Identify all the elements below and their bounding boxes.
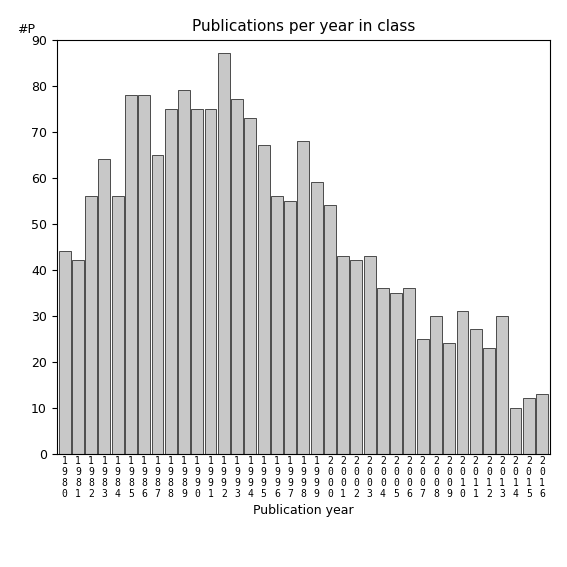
Bar bbox=[536, 394, 548, 454]
Bar bbox=[244, 118, 256, 454]
Bar bbox=[165, 109, 177, 454]
Bar bbox=[404, 288, 416, 454]
Bar bbox=[59, 251, 71, 454]
Bar bbox=[377, 288, 389, 454]
X-axis label: Publication year: Publication year bbox=[253, 504, 354, 517]
Bar bbox=[138, 95, 150, 454]
Bar bbox=[443, 343, 455, 454]
Text: #P: #P bbox=[17, 23, 35, 36]
Bar bbox=[99, 159, 111, 454]
Title: Publications per year in class: Publications per year in class bbox=[192, 19, 415, 35]
Bar bbox=[257, 146, 269, 454]
Bar bbox=[218, 53, 230, 454]
Bar bbox=[231, 99, 243, 454]
Bar bbox=[191, 109, 203, 454]
Bar bbox=[324, 205, 336, 454]
Bar bbox=[85, 196, 97, 454]
Bar bbox=[284, 201, 296, 454]
Bar bbox=[72, 260, 84, 454]
Bar bbox=[271, 196, 283, 454]
Bar bbox=[112, 196, 124, 454]
Bar bbox=[350, 260, 362, 454]
Bar bbox=[523, 399, 535, 454]
Bar bbox=[470, 329, 482, 454]
Bar bbox=[483, 348, 495, 454]
Bar bbox=[496, 316, 508, 454]
Bar bbox=[510, 408, 522, 454]
Bar bbox=[205, 109, 217, 454]
Bar bbox=[337, 256, 349, 454]
Bar bbox=[125, 95, 137, 454]
Bar bbox=[390, 293, 402, 454]
Bar bbox=[363, 256, 375, 454]
Bar bbox=[311, 182, 323, 454]
Bar bbox=[297, 141, 310, 454]
Bar bbox=[151, 155, 163, 454]
Bar bbox=[178, 90, 190, 454]
Bar bbox=[430, 316, 442, 454]
Bar bbox=[417, 338, 429, 454]
Bar bbox=[456, 311, 468, 454]
